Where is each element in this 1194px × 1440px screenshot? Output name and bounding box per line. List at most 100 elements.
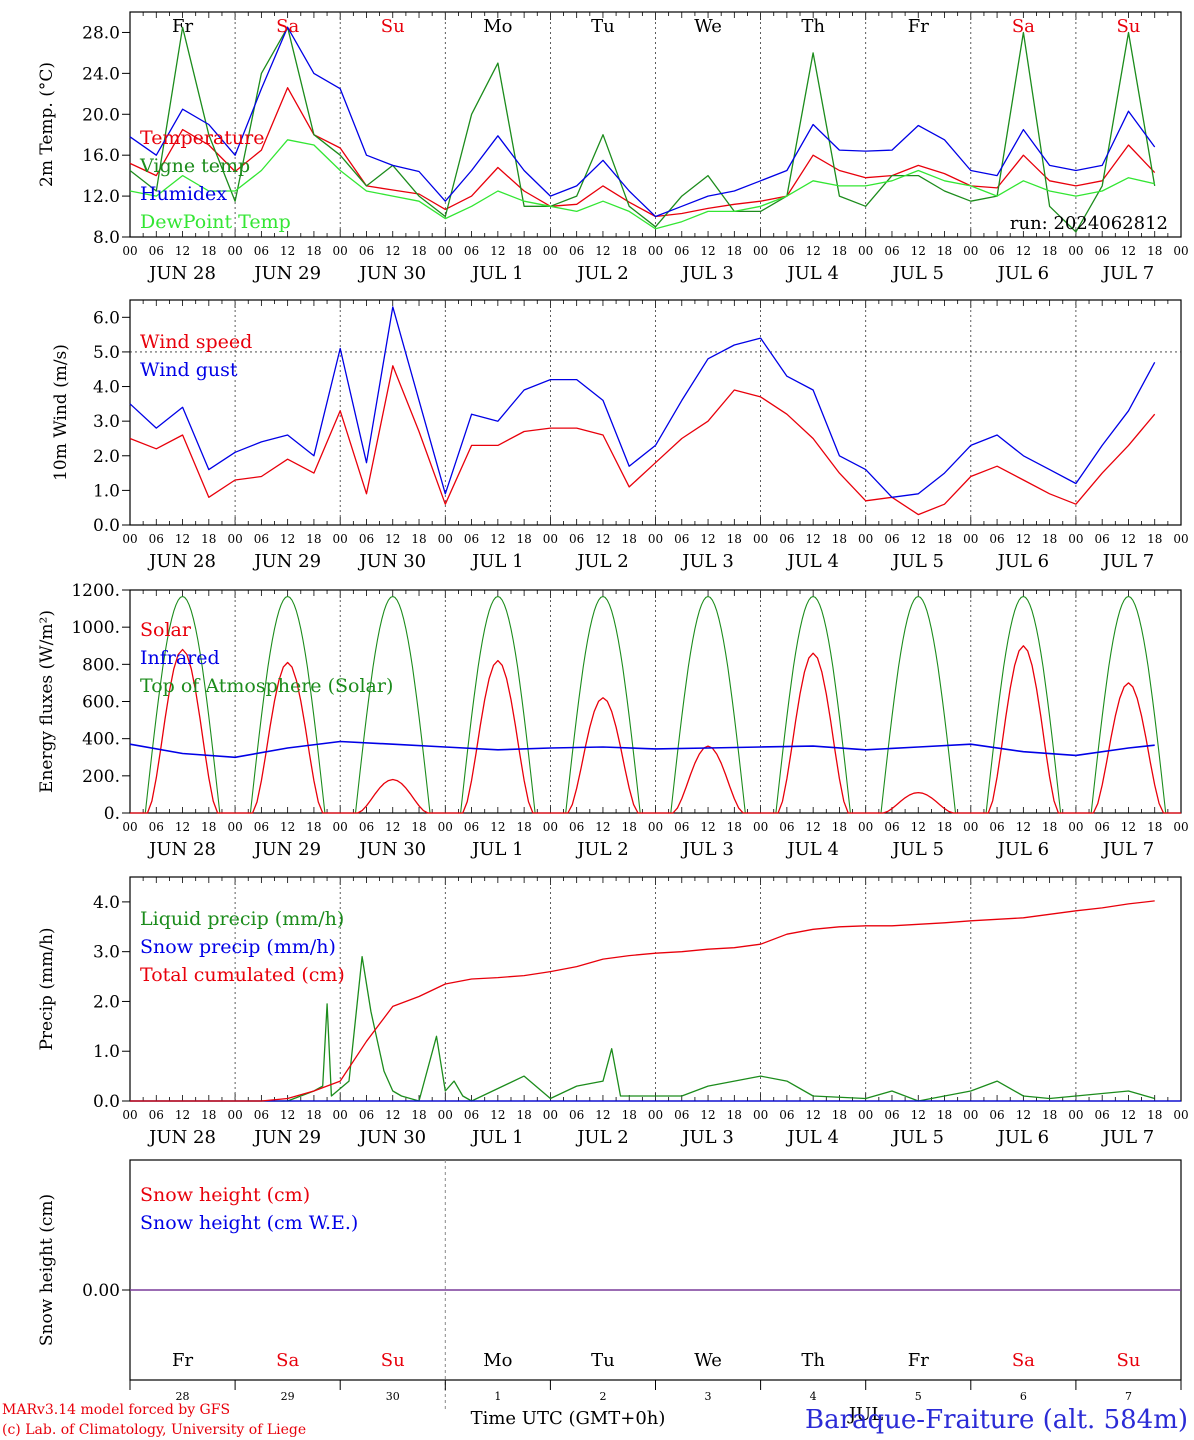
hour-tick-label: 06 xyxy=(989,1108,1004,1122)
hour-tick-label: 12 xyxy=(280,244,295,258)
hour-tick-label: 12 xyxy=(700,244,715,258)
date-label: JUL 2 xyxy=(575,551,629,572)
day-number: 5 xyxy=(915,1390,922,1403)
hour-tick-label: 06 xyxy=(254,820,269,834)
hour-tick-label: 06 xyxy=(779,1108,794,1122)
date-label: JUL 1 xyxy=(470,839,524,860)
hour-tick-label: 12 xyxy=(175,820,190,834)
legend-vigne-temp: Vigne temp xyxy=(139,155,250,177)
legend-wind-speed: Wind speed xyxy=(140,331,252,353)
hour-tick-label: 06 xyxy=(464,820,479,834)
hour-tick-label: 18 xyxy=(727,1108,742,1122)
date-label: JUL 1 xyxy=(470,551,524,572)
legend-humidex: Humidex xyxy=(140,183,227,205)
hour-tick-label: 12 xyxy=(1121,1108,1136,1122)
hour-tick-label: 12 xyxy=(911,532,926,546)
date-label: JUN 30 xyxy=(357,263,426,284)
hour-tick-label: 00 xyxy=(333,532,348,546)
weekday-label: Sa xyxy=(1012,16,1035,37)
hour-tick-label: 00 xyxy=(122,532,137,546)
date-label: JUN 28 xyxy=(147,263,216,284)
series-solar xyxy=(130,648,236,814)
hour-tick-label: 06 xyxy=(464,1108,479,1122)
hour-tick-label: 00 xyxy=(227,1108,242,1122)
hour-tick-label: 12 xyxy=(806,532,821,546)
hour-tick-label: 00 xyxy=(1068,1108,1083,1122)
weekday-label: Su xyxy=(381,16,405,37)
y-tick-label: 4.0 xyxy=(93,893,120,913)
hour-tick-label: 06 xyxy=(464,244,479,258)
hour-tick-label: 12 xyxy=(595,244,610,258)
date-label: JUN 30 xyxy=(357,1127,426,1148)
hour-tick-label: 18 xyxy=(622,1108,637,1122)
series-toa-solar xyxy=(655,595,761,814)
hour-tick-label: 12 xyxy=(175,532,190,546)
hour-tick-label: 12 xyxy=(1121,820,1136,834)
series-toa-solar xyxy=(445,595,551,814)
y-tick-label: 1000. xyxy=(71,618,120,638)
day-number: 29 xyxy=(281,1390,295,1403)
hour-tick-label: 12 xyxy=(911,244,926,258)
hour-tick-label: 12 xyxy=(1121,244,1136,258)
hour-tick-label: 12 xyxy=(806,1108,821,1122)
y-tick-label: 1.0 xyxy=(93,1042,120,1062)
hour-tick-label: 00 xyxy=(753,532,768,546)
hour-tick-label: 18 xyxy=(727,820,742,834)
series-wind-speed xyxy=(129,365,1156,516)
y-tick-label: 4.0 xyxy=(93,378,120,398)
hour-tick-label: 06 xyxy=(149,820,164,834)
hour-tick-label: 18 xyxy=(516,532,531,546)
day-number: 3 xyxy=(705,1390,712,1403)
series-toa-solar xyxy=(130,595,236,814)
date-label: JUN 28 xyxy=(147,551,216,572)
date-label: JUL 7 xyxy=(1101,551,1155,572)
hour-tick-label: 00 xyxy=(648,532,663,546)
hour-tick-label: 12 xyxy=(1016,1108,1031,1122)
y-tick-label: 3.0 xyxy=(93,943,120,963)
hour-tick-label: 18 xyxy=(832,1108,847,1122)
hour-tick-label: 18 xyxy=(411,1108,426,1122)
hour-tick-label: 06 xyxy=(674,1108,689,1122)
hour-tick-label: 00 xyxy=(1068,532,1083,546)
y-tick-label: 200. xyxy=(82,767,120,787)
weekday-label: Th xyxy=(801,1350,825,1371)
series-toa-solar xyxy=(340,595,446,814)
hour-tick-label: 12 xyxy=(280,532,295,546)
date-label: JUN 28 xyxy=(147,839,216,860)
hour-tick-label: 00 xyxy=(227,244,242,258)
series-total-cumulated-cm- xyxy=(130,900,1155,1102)
y-axis-label: Snow height (cm) xyxy=(37,1194,57,1346)
series-toa-solar xyxy=(550,595,656,814)
hour-tick-label: 18 xyxy=(832,820,847,834)
hour-tick-label: 00 xyxy=(1068,820,1083,834)
hour-tick-label: 06 xyxy=(569,820,584,834)
date-label: JUL 1 xyxy=(470,263,524,284)
hour-tick-label: 18 xyxy=(1147,820,1162,834)
hour-tick-label: 06 xyxy=(254,532,269,546)
y-tick-label: 1200. xyxy=(71,581,120,601)
run-annotation: run: 2024062812 xyxy=(1010,213,1168,234)
hour-tick-label: 18 xyxy=(622,532,637,546)
hour-tick-label: 18 xyxy=(1042,1108,1057,1122)
hour-tick-label: 12 xyxy=(1016,820,1031,834)
legend-snow-precip-mm-h-: Snow precip (mm/h) xyxy=(140,936,336,958)
hour-tick-label: 00 xyxy=(543,244,558,258)
y-tick-label: 0.00 xyxy=(82,1281,120,1301)
y-tick-label: 2.0 xyxy=(93,447,120,467)
series-solar xyxy=(970,645,1076,814)
series-toa-solar xyxy=(235,595,341,814)
series-temperature xyxy=(129,87,1156,218)
weekday-label: Su xyxy=(1116,16,1140,37)
day-number: 7 xyxy=(1125,1390,1132,1403)
hour-tick-label: 18 xyxy=(306,532,321,546)
y-axis-label: Precip (mm/h) xyxy=(37,927,57,1050)
hour-tick-label: 00 xyxy=(753,820,768,834)
day-number: 6 xyxy=(1020,1390,1027,1403)
hour-tick-label: 06 xyxy=(149,532,164,546)
hour-tick-label: 00 xyxy=(1068,244,1083,258)
hour-tick-label: 06 xyxy=(359,1108,374,1122)
weekday-label: We xyxy=(694,1350,722,1371)
hour-tick-label: 18 xyxy=(201,1108,216,1122)
hour-tick-label: 18 xyxy=(1147,244,1162,258)
y-tick-label: 0.0 xyxy=(93,516,120,536)
